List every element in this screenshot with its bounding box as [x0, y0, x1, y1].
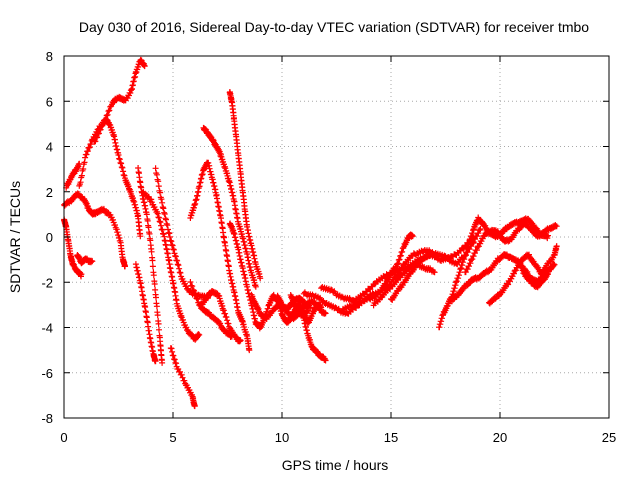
series-arc-21 — [287, 292, 312, 320]
series-arc-11 — [167, 345, 198, 410]
series-arc-15 — [198, 288, 244, 345]
series-arc-26 — [388, 251, 434, 303]
y-tick-label: 2 — [46, 185, 53, 200]
x-tick-label: 10 — [275, 430, 289, 445]
data-point-markers — [63, 160, 83, 191]
grid-lines — [64, 56, 609, 418]
data-points — [61, 56, 560, 410]
x-axis-label: GPS time / hours — [282, 457, 389, 473]
chart-title: Day 030 of 2016, Sidereal Day-to-day VTE… — [79, 19, 589, 35]
series-arc-4 — [76, 116, 144, 240]
data-point-markers — [200, 124, 259, 290]
series-arc-9 — [139, 189, 203, 343]
x-tick-label: 0 — [60, 430, 67, 445]
series-arc-6 — [74, 252, 96, 267]
x-tick-label: 25 — [602, 430, 616, 445]
data-point-markers — [187, 159, 253, 354]
data-point-markers — [388, 251, 434, 303]
y-tick-label: 4 — [46, 140, 53, 155]
data-point-markers — [61, 216, 85, 280]
data-point-markers — [187, 279, 235, 340]
y-tick-labels: -8 -6 -4 -2 0 2 4 6 8 — [41, 49, 53, 426]
series-arc-14 — [226, 89, 264, 282]
y-tick-label: -2 — [41, 275, 53, 290]
data-point-markers — [76, 116, 144, 240]
data-point-markers — [167, 345, 198, 410]
series-arc-12 — [187, 159, 253, 354]
data-point-markers — [139, 189, 203, 343]
series-arc-1 — [61, 216, 85, 280]
series-arc-7 — [135, 165, 166, 366]
y-axis-label: SDTVAR / TECUs — [7, 181, 23, 293]
series-arc-31 — [514, 257, 551, 291]
x-tick-labels: 0 5 10 15 20 25 — [60, 430, 616, 445]
data-point-markers — [132, 261, 159, 365]
data-point-markers — [91, 56, 148, 145]
series-arc-8 — [132, 261, 159, 365]
series-arc-16 — [187, 279, 235, 340]
data-point-markers — [135, 165, 166, 366]
x-tick-label: 20 — [493, 430, 507, 445]
data-point-markers — [226, 89, 264, 282]
y-tick-label: -6 — [41, 366, 53, 381]
x-tick-label: 15 — [384, 430, 398, 445]
y-tick-label: -8 — [41, 411, 53, 426]
series-arc-29 — [462, 220, 560, 276]
data-point-markers — [287, 292, 312, 320]
x-tick-label: 5 — [169, 430, 176, 445]
y-tick-label: -4 — [41, 321, 53, 336]
axis-ticks — [63, 55, 610, 419]
y-tick-label: 8 — [46, 49, 53, 64]
data-point-markers — [462, 220, 560, 276]
series-arc-5 — [91, 56, 148, 145]
series-arc-13 — [200, 124, 259, 290]
series-arc-3 — [63, 160, 83, 191]
y-tick-label: 0 — [46, 230, 53, 245]
data-point-markers — [514, 257, 551, 291]
y-tick-label: 6 — [46, 94, 53, 109]
data-point-markers — [198, 288, 244, 345]
data-point-markers — [74, 252, 96, 267]
